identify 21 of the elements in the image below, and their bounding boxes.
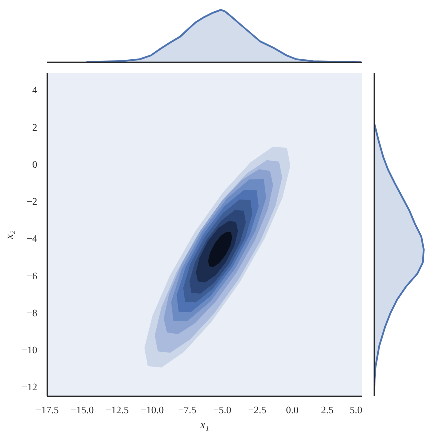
y-tick-label: −8 (26, 308, 38, 320)
y-tick-label: −10 (22, 346, 38, 357)
x-tick-label: −10.0 (140, 406, 164, 416)
y-tick-label: −6 (26, 271, 38, 282)
x-tick-label: −5.0 (213, 406, 232, 416)
x-tick-label: 0.0 (286, 406, 299, 416)
y-tick-label: 2 (32, 122, 38, 134)
x-tick-label: 2.5 (321, 406, 334, 416)
y-tick-label: −2 (26, 197, 38, 208)
y-tick-label: 0 (32, 160, 38, 171)
x-tick-label: −2.5 (248, 406, 267, 416)
x-tick-label: −12.5 (106, 406, 130, 416)
y-tick-label: −12 (22, 382, 38, 394)
y-tick-label: −4 (26, 234, 38, 246)
x-axis-title: x₁ (200, 420, 210, 432)
x-tick-label: 5.0 (350, 406, 362, 416)
y-axis-title: x₂ (4, 230, 16, 240)
x-tick-label: −7.5 (178, 406, 197, 416)
x-tick-label: −15.0 (70, 406, 94, 416)
y-tick-label: 4 (32, 86, 38, 97)
x-tick-label: −17.5 (36, 406, 60, 416)
